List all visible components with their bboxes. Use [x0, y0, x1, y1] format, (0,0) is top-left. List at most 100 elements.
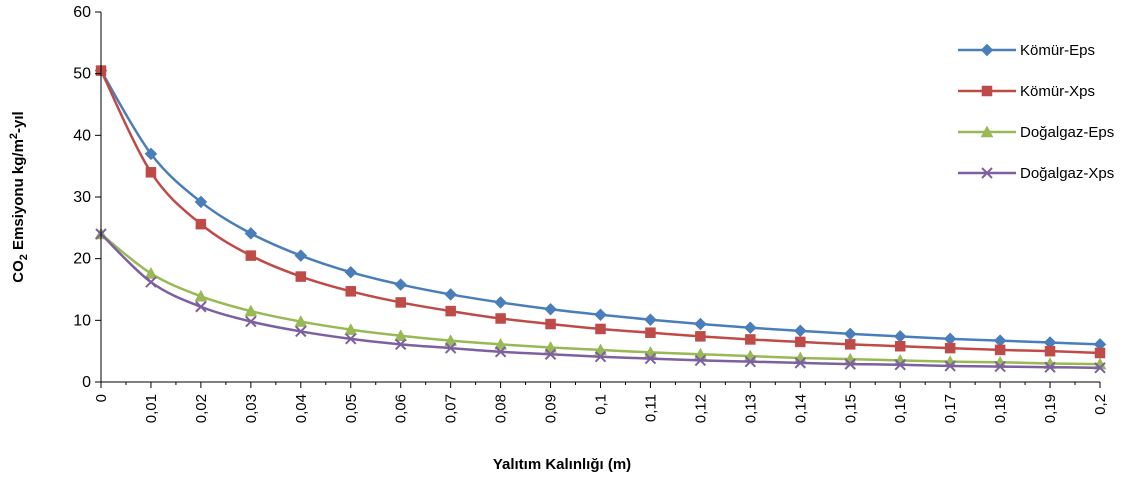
legend-marker-dogalgaz-xps	[981, 167, 993, 179]
x-tick-label: 0,09	[543, 394, 560, 423]
data-point-komur-xps	[994, 344, 1006, 356]
legend-label-dogalgaz-xps: Doğalgaz-Xps	[1020, 165, 1114, 182]
data-point-komur-xps	[445, 305, 456, 317]
data-point-komur-eps	[544, 302, 557, 316]
data-point-komur-xps	[944, 342, 956, 354]
data-point-komur-xps	[195, 218, 207, 230]
x-tick-label: 0,19	[1042, 394, 1059, 423]
y-tick-label: 30	[73, 189, 91, 206]
data-point-komur-xps	[145, 167, 157, 178]
x-tick-label: 0	[93, 394, 110, 402]
legend-label-dogalgaz-eps: Doğalgaz-Eps	[1020, 124, 1114, 141]
y-axis-title-middle: Emsiyonu kg/m	[10, 139, 27, 254]
legend-marker-komur-eps	[980, 43, 994, 57]
legend-label-komur-xps: Kömür-Xps	[1020, 83, 1095, 100]
data-point-komur-xps	[395, 297, 406, 308]
data-point-komur-eps	[694, 317, 707, 331]
data-point-komur-eps	[743, 321, 757, 335]
data-point-komur-xps	[545, 318, 556, 330]
data-point-dogalgaz-xps	[994, 360, 1006, 373]
y-axis-title-sub: 2	[18, 254, 30, 260]
data-point-dogalgaz-xps	[794, 357, 807, 369]
legend-label-komur-eps: Kömür-Eps	[1020, 42, 1095, 59]
legend-item-dogalgaz-xps: Doğalgaz-Xps	[958, 165, 1114, 182]
data-point-dogalgaz-xps	[145, 276, 157, 288]
data-point-komur-xps	[894, 340, 906, 352]
legend: Kömür-Eps Kömür-Xps Doğalgaz-Eps Doğalgaz-X…	[958, 42, 1114, 182]
data-point-dogalgaz-xps	[894, 359, 906, 371]
series-komur-xps	[95, 65, 1106, 359]
y-axis-title-suffix: -yıl	[10, 111, 27, 133]
data-point-komur-eps	[294, 249, 308, 262]
y-tick-label: 50	[73, 66, 91, 83]
data-point-dogalgaz-xps	[744, 355, 757, 368]
data-point-komur-eps	[344, 265, 358, 279]
data-point-dogalgaz-xps	[295, 325, 307, 338]
data-point-komur-xps	[495, 313, 506, 324]
x-tick-label: 0,07	[443, 394, 460, 423]
data-point-komur-xps	[1094, 347, 1106, 359]
data-point-komur-xps	[595, 323, 606, 335]
y-axis-title: CO2 Emsiyonu kg/m2-yıl	[8, 111, 30, 282]
data-point-komur-xps	[845, 339, 856, 350]
x-ticks: 0 0,01 0,02 0,03 0,04 0,05 0,06 0,07 0,08 0,09 0,1…	[93, 382, 1109, 423]
data-point-komur-eps	[644, 313, 657, 327]
data-point-komur-xps	[795, 336, 806, 348]
x-tick-label: 0,02	[193, 394, 210, 423]
data-point-komur-xps	[645, 327, 656, 338]
legend-item-dogalgaz-eps: Doğalgaz-Eps	[958, 124, 1114, 141]
x-tick-label: 0,17	[942, 394, 959, 423]
data-point-komur-eps	[893, 330, 907, 343]
data-point-komur-eps	[244, 227, 258, 240]
data-point-komur-xps	[245, 250, 257, 261]
x-tick-label: 0,15	[842, 394, 859, 423]
data-point-dogalgaz-xps	[195, 301, 207, 313]
x-tick-label: 0,11	[642, 394, 659, 422]
data-point-dogalgaz-eps	[544, 340, 557, 353]
x-tick-label: 0,05	[343, 394, 360, 423]
y-axis-title-prefix: CO	[10, 260, 27, 283]
x-tick-label: 0,03	[243, 394, 260, 423]
y-axis-title-sup: 2	[8, 133, 20, 139]
data-point-komur-eps	[194, 195, 208, 209]
series-dogalgaz-xps	[95, 228, 1106, 374]
data-point-dogalgaz-xps	[394, 338, 407, 351]
data-point-dogalgaz-eps	[344, 323, 358, 335]
data-point-dogalgaz-xps	[594, 351, 607, 363]
y-tick-label: 10	[73, 312, 91, 329]
series-layer	[94, 64, 1107, 374]
x-tick-label: 0,13	[742, 394, 759, 423]
x-tick-label: 0,04	[293, 394, 310, 423]
data-point-dogalgaz-xps	[944, 360, 956, 372]
data-point-dogalgaz-xps	[544, 348, 557, 360]
data-point-komur-eps	[144, 147, 158, 161]
data-point-komur-eps	[494, 296, 507, 309]
legend-marker-komur-xps	[981, 85, 993, 97]
series-line-komur-eps	[99, 69, 1101, 346]
data-point-dogalgaz-eps	[394, 329, 408, 341]
x-tick-label: 0,06	[393, 394, 410, 423]
data-point-dogalgaz-xps	[844, 358, 856, 370]
legend-item-komur-eps: Kömür-Eps	[958, 42, 1095, 59]
y-ticks: 0 10 20 30 40 50 60	[73, 4, 101, 391]
data-point-dogalgaz-xps	[694, 354, 707, 367]
data-point-dogalgaz-xps	[644, 352, 657, 365]
data-point-komur-xps	[345, 286, 356, 297]
x-tick-label: 0,16	[892, 394, 909, 423]
y-tick-label: 0	[82, 374, 91, 391]
y-tick-label: 60	[73, 4, 91, 21]
x-tick-label: 0,12	[692, 394, 709, 423]
data-point-dogalgaz-xps	[444, 342, 457, 354]
x-tick-label: 0,08	[493, 394, 510, 423]
x-tick-label: 0,14	[792, 394, 809, 423]
data-point-dogalgaz-xps	[1044, 361, 1056, 373]
data-point-dogalgaz-eps	[294, 315, 308, 327]
data-point-komur-xps	[1044, 345, 1056, 357]
data-point-komur-eps	[843, 327, 857, 341]
data-point-dogalgaz-xps	[245, 315, 257, 328]
data-point-dogalgaz-eps	[594, 343, 607, 356]
data-point-dogalgaz-eps	[144, 266, 158, 279]
data-point-dogalgaz-eps	[444, 334, 458, 346]
data-point-dogalgaz-eps	[244, 304, 258, 317]
